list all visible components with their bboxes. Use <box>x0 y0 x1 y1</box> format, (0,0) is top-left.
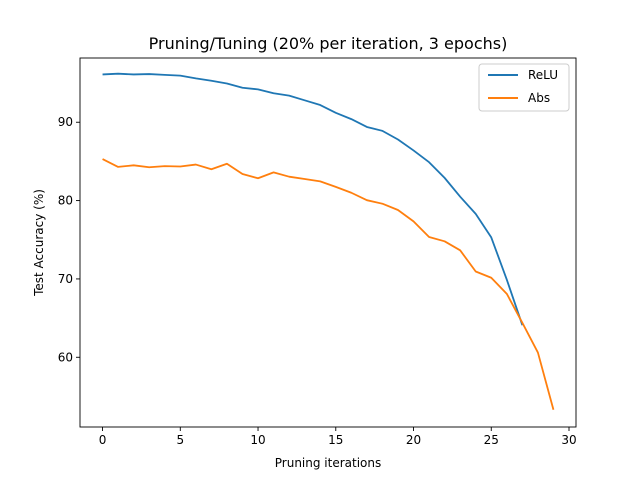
y-tick-label: 80 <box>58 194 73 208</box>
series-line-abs <box>102 158 555 410</box>
x-tick-label: 5 <box>176 433 184 447</box>
x-tick-label: 25 <box>484 433 499 447</box>
y-axis: 60 70 80 90 <box>58 115 80 364</box>
legend: ReLU Abs <box>478 63 570 112</box>
chart-title: Pruning/Tuning (20% per iteration, 3 epo… <box>149 34 508 53</box>
y-tick-label: 90 <box>58 115 73 129</box>
x-tick-label: 30 <box>561 433 576 447</box>
x-tick-label: 0 <box>99 433 107 447</box>
x-axis: 0 5 10 15 20 25 30 <box>99 427 577 447</box>
x-tick-label: 20 <box>406 433 421 447</box>
y-tick-label: 60 <box>58 350 73 364</box>
legend-label-abs: Abs <box>528 91 550 105</box>
x-tick-label: 15 <box>328 433 343 447</box>
legend-label-relu: ReLU <box>528 68 558 82</box>
y-axis-label: Test Accuracy (%) <box>32 189 46 297</box>
series-layer <box>102 72 555 410</box>
y-tick-label: 70 <box>58 272 73 286</box>
plot-frame <box>79 57 577 428</box>
series-line-relu <box>102 72 524 326</box>
x-tick-label: 10 <box>250 433 265 447</box>
x-axis-label: Pruning iterations <box>275 456 382 470</box>
